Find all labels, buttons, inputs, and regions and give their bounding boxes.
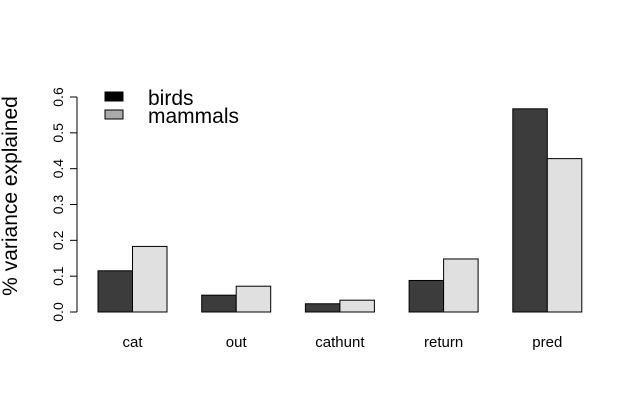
y-tick-label: 0.5 — [50, 123, 66, 143]
category-label-return: return — [424, 334, 463, 351]
category-label-pred: pred — [532, 334, 562, 351]
y-tick-label: 0.3 — [50, 195, 66, 215]
legend-label-mammals: mammals — [148, 105, 239, 128]
legend-label-birds: birds — [148, 87, 194, 110]
legend-swatch-mammals — [104, 109, 124, 120]
bar-birds-out — [201, 294, 237, 313]
y-axis: 0.0 0.1 0.2 0.3 0.4 0.5 0.6 — [50, 87, 78, 322]
bar-birds-cat — [97, 270, 133, 313]
bar-birds-pred — [512, 108, 548, 313]
bar-birds-cathunt — [304, 303, 341, 313]
category-label-cat: cat — [122, 334, 143, 351]
y-tick-label: 0.6 — [50, 87, 66, 107]
bars — [97, 108, 583, 313]
y-tick-label: 0.0 — [50, 302, 66, 322]
y-tick-label: 0.1 — [50, 266, 66, 286]
y-tick-label: 0.2 — [50, 230, 66, 250]
bar-mammals-cat — [132, 245, 168, 313]
y-tick-label: 0.4 — [50, 159, 66, 179]
category-label-cathunt: cathunt — [315, 334, 365, 351]
category-labels: cat out cathunt return pred — [122, 334, 562, 351]
bar-mammals-pred — [546, 158, 583, 313]
bar-mammals-cathunt — [339, 299, 375, 313]
legend-swatch-birds — [104, 91, 124, 102]
y-axis-label: % variance explained — [0, 96, 22, 296]
bar-mammals-out — [235, 285, 272, 313]
bar-mammals-return — [443, 258, 479, 313]
bar-birds-return — [408, 279, 445, 313]
category-label-out: out — [226, 334, 248, 351]
